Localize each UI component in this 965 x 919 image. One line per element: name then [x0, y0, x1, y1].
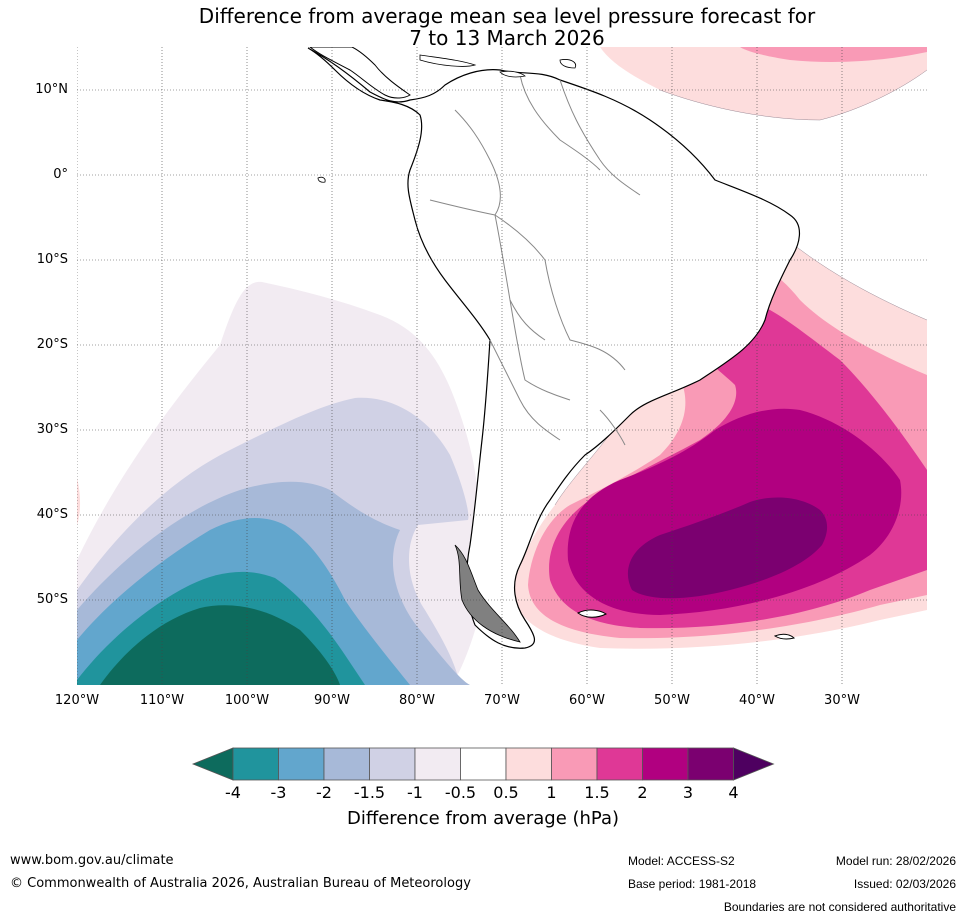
lon-label: 120°W [54, 693, 100, 708]
colorbar-cell [323, 747, 370, 781]
colorbar-tick-label: 3 [682, 783, 694, 802]
colorbar-tick-label: -1 [407, 783, 423, 802]
colorbar-tick-label: -0.5 [444, 783, 477, 802]
colorbar-extend-high [733, 747, 775, 781]
colorbar-cell [460, 747, 507, 781]
contour-patch-pos-west [77, 478, 81, 525]
contour-band-pos-north [600, 47, 927, 120]
tierra-del-fuego [454, 544, 521, 643]
contour-band-pos-3 [627, 497, 828, 599]
colorbar-cell [414, 747, 461, 781]
model-run: Model run: 28/02/2026 [835, 854, 956, 868]
colorbar-tick-label: 2 [637, 783, 648, 802]
lat-label: 30°S [36, 422, 68, 437]
footer-url[interactable]: www.bom.gov.au/climate [10, 853, 174, 868]
lat-label: 40°S [36, 507, 68, 522]
caribbean-islands [419, 54, 577, 78]
colorbar-extend-low [191, 747, 234, 781]
colorbar-cell [232, 747, 279, 781]
lon-label: 40°W [739, 693, 775, 708]
lat-label: 10°S [36, 252, 68, 267]
lon-label: 30°W [824, 693, 860, 708]
chart-title-line2: 7 to 13 March 2026 [409, 26, 605, 50]
lat-label: 10°N [35, 82, 68, 97]
colorbar-cell [369, 747, 416, 781]
colorbar-cell [551, 747, 598, 781]
colorbar-cell [596, 747, 643, 781]
colorbar-tick-label: 4 [728, 783, 739, 802]
contour-band-pos-north-1 [740, 47, 927, 63]
colorbar-tick-label: 0.5 [493, 783, 519, 802]
lat-label: 0° [53, 167, 68, 182]
lon-label: 110°W [139, 693, 185, 708]
colorbar-tick-label: -4 [225, 783, 241, 802]
colorbar-tick-label: -1.5 [353, 783, 386, 802]
footer-copyright: © Commonwealth of Australia 2026, Austra… [10, 876, 471, 891]
lon-label: 100°W [224, 693, 270, 708]
colorbar [191, 747, 775, 781]
lon-label: 80°W [399, 693, 435, 708]
south-georgia [773, 633, 795, 640]
central-america-outline [309, 47, 411, 99]
map-graticule [77, 47, 927, 685]
lon-label: 60°W [569, 693, 605, 708]
country-borders [429, 74, 641, 446]
lat-label: 20°S [36, 337, 68, 352]
colorbar-cell [642, 747, 689, 781]
colorbar-tick-label: 1 [546, 783, 557, 802]
colorbar-cell [278, 747, 325, 781]
issued-date: Issued: 02/03/2026 [853, 877, 956, 891]
lon-label: 50°W [654, 693, 690, 708]
galapagos-islands [317, 176, 326, 183]
falkland-islands [577, 609, 607, 618]
colorbar-cell [505, 747, 552, 781]
model-name: Model: ACCESS-S2 [628, 854, 735, 868]
base-period: Base period: 1981-2018 [628, 877, 757, 891]
south-america-outline [307, 47, 800, 649]
lon-label: 90°W [314, 693, 350, 708]
lon-label: 70°W [484, 693, 520, 708]
colorbar-tick-label: 1.5 [584, 783, 610, 802]
contour-band-neg-4 [100, 605, 340, 685]
pressure-anomaly-map [77, 47, 927, 685]
colorbar-title: Difference from average (hPa) [346, 808, 620, 829]
boundaries-disclaimer: Boundaries are not considered authoritat… [723, 900, 956, 914]
colorbar-tick-label: -2 [316, 783, 332, 802]
colorbar-tick-label: -3 [270, 783, 287, 802]
colorbar-cell [687, 747, 734, 781]
lat-label: 50°S [36, 592, 68, 607]
chart-title-line1: Difference from average mean sea level p… [198, 4, 816, 28]
